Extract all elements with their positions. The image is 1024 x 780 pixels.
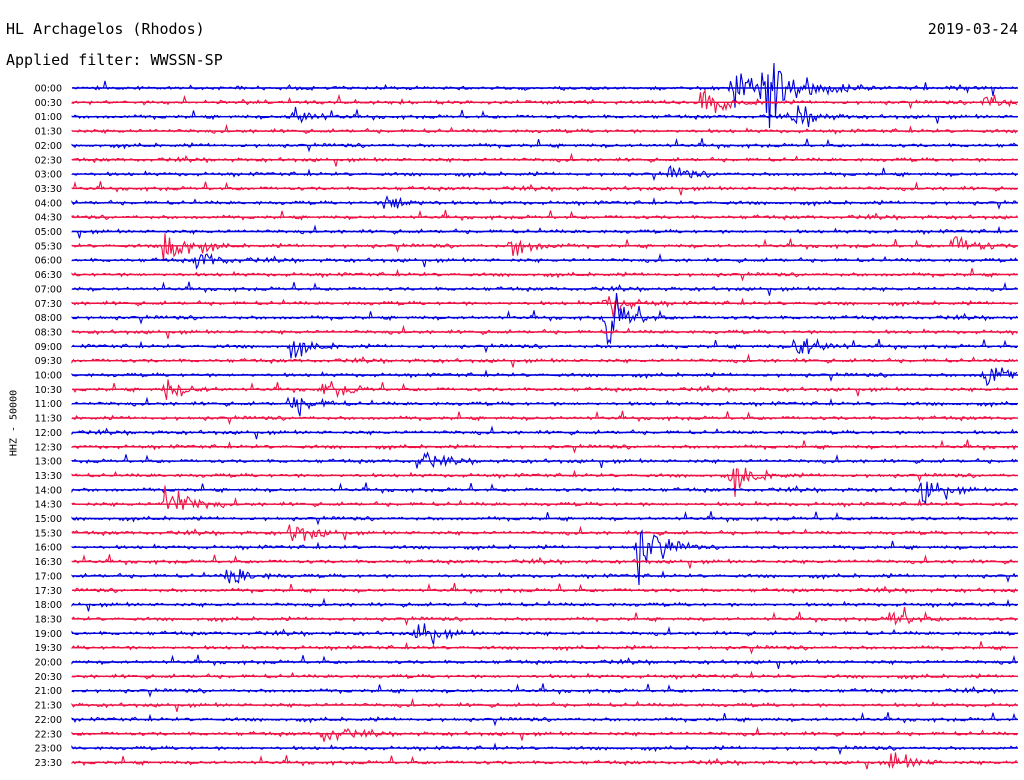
trace-time-label: 12:00 bbox=[35, 428, 62, 439]
trace-time-label: 15:30 bbox=[35, 528, 62, 539]
trace-time-label: 20:00 bbox=[35, 658, 62, 669]
trace-line bbox=[71, 224, 1018, 239]
trace-time-label: 04:00 bbox=[35, 198, 62, 209]
trace-time-label: 11:00 bbox=[35, 399, 62, 410]
trace-line bbox=[71, 253, 1018, 270]
trace-line bbox=[71, 439, 1018, 454]
trace-time-label: 16:30 bbox=[35, 557, 62, 568]
trace-line bbox=[71, 683, 1018, 698]
trace-time-label: 07:00 bbox=[35, 284, 62, 295]
trace-time-label: 21:30 bbox=[35, 701, 62, 712]
trace-line bbox=[71, 467, 1018, 497]
trace-time-label: 03:30 bbox=[35, 184, 62, 195]
trace-time-label: 13:00 bbox=[35, 457, 62, 468]
trace-time-label: 09:30 bbox=[35, 356, 62, 367]
trace-time-label: 10:00 bbox=[35, 371, 62, 382]
trace-line bbox=[71, 711, 1018, 727]
trace-time-label: 08:00 bbox=[35, 313, 62, 324]
trace-time-label: 22:00 bbox=[35, 715, 62, 726]
trace-time-label: 00:00 bbox=[35, 84, 62, 95]
trace-line bbox=[71, 164, 1018, 182]
trace-time-label: 06:30 bbox=[35, 270, 62, 281]
trace-time-label: 05:00 bbox=[35, 227, 62, 238]
trace-time-label: 07:30 bbox=[35, 299, 62, 310]
trace-line bbox=[71, 697, 1018, 712]
trace-line bbox=[71, 152, 1018, 167]
trace-time-label: 11:30 bbox=[35, 414, 62, 425]
trace-time-label: 17:30 bbox=[35, 586, 62, 597]
trace-time-label: 01:30 bbox=[35, 127, 62, 138]
trace-time-label: 20:30 bbox=[35, 672, 62, 683]
trace-time-label: 09:00 bbox=[35, 342, 62, 353]
trace-line bbox=[71, 367, 1018, 387]
trace-line bbox=[71, 597, 1017, 612]
trace-time-label: 01:00 bbox=[35, 112, 62, 123]
trace-time-label: 23:30 bbox=[35, 758, 62, 769]
filter-subtitle: Applied filter: WWSSN-SP bbox=[6, 51, 223, 69]
trace-line bbox=[71, 582, 1018, 595]
trace-line bbox=[71, 123, 1018, 135]
trace-line bbox=[71, 742, 1018, 756]
trace-line bbox=[71, 726, 1018, 742]
trace-line bbox=[71, 233, 1018, 262]
date-label: 2019-03-24 bbox=[927, 20, 1018, 38]
trace-time-label: 00:30 bbox=[35, 98, 62, 109]
trace-line bbox=[71, 607, 1018, 626]
trace-time-label: 18:00 bbox=[35, 600, 62, 611]
trace-line bbox=[71, 528, 1018, 586]
trace-line bbox=[71, 752, 1017, 770]
trace-line bbox=[71, 425, 1018, 440]
trace-time-label: 02:00 bbox=[35, 141, 62, 152]
trace-time-label: 21:00 bbox=[35, 686, 62, 697]
trace-line bbox=[71, 137, 1018, 153]
trace-time-label: 18:30 bbox=[35, 614, 62, 625]
trace-time-label: 08:30 bbox=[35, 327, 62, 338]
trace-line bbox=[71, 338, 1018, 359]
trace-time-label: 10:30 bbox=[35, 385, 62, 396]
station-title: HL Archagelos (Rhodos) bbox=[6, 20, 205, 38]
trace-time-label: 22:30 bbox=[35, 729, 62, 740]
trace-time-label: 02:30 bbox=[35, 155, 62, 166]
trace-time-label: 03:00 bbox=[35, 170, 62, 181]
trace-time-label: 19:00 bbox=[35, 629, 62, 640]
trace-time-label: 15:00 bbox=[35, 514, 62, 525]
trace-time-label: 13:30 bbox=[35, 471, 62, 482]
trace-time-label: 05:30 bbox=[35, 241, 62, 252]
trace-line bbox=[71, 324, 1018, 339]
trace-line bbox=[71, 481, 1018, 506]
trace-time-label: 19:30 bbox=[35, 643, 62, 654]
trace-line bbox=[71, 296, 1018, 319]
trace-line bbox=[71, 209, 1018, 222]
trace-time-label: 17:00 bbox=[35, 571, 62, 582]
trace-line bbox=[71, 511, 1018, 526]
trace-time-label: 14:00 bbox=[35, 485, 62, 496]
trace-time-label: 14:30 bbox=[35, 500, 62, 511]
trace-line bbox=[71, 396, 1018, 417]
trace-time-label: 04:30 bbox=[35, 213, 62, 224]
trace-time-label: 06:00 bbox=[35, 256, 62, 267]
trace-time-label: 23:00 bbox=[35, 744, 62, 755]
trace-line bbox=[71, 353, 1018, 368]
trace-line bbox=[71, 410, 1018, 426]
trace-time-label: 16:00 bbox=[35, 543, 62, 554]
trace-time-label: 12:30 bbox=[35, 442, 62, 453]
